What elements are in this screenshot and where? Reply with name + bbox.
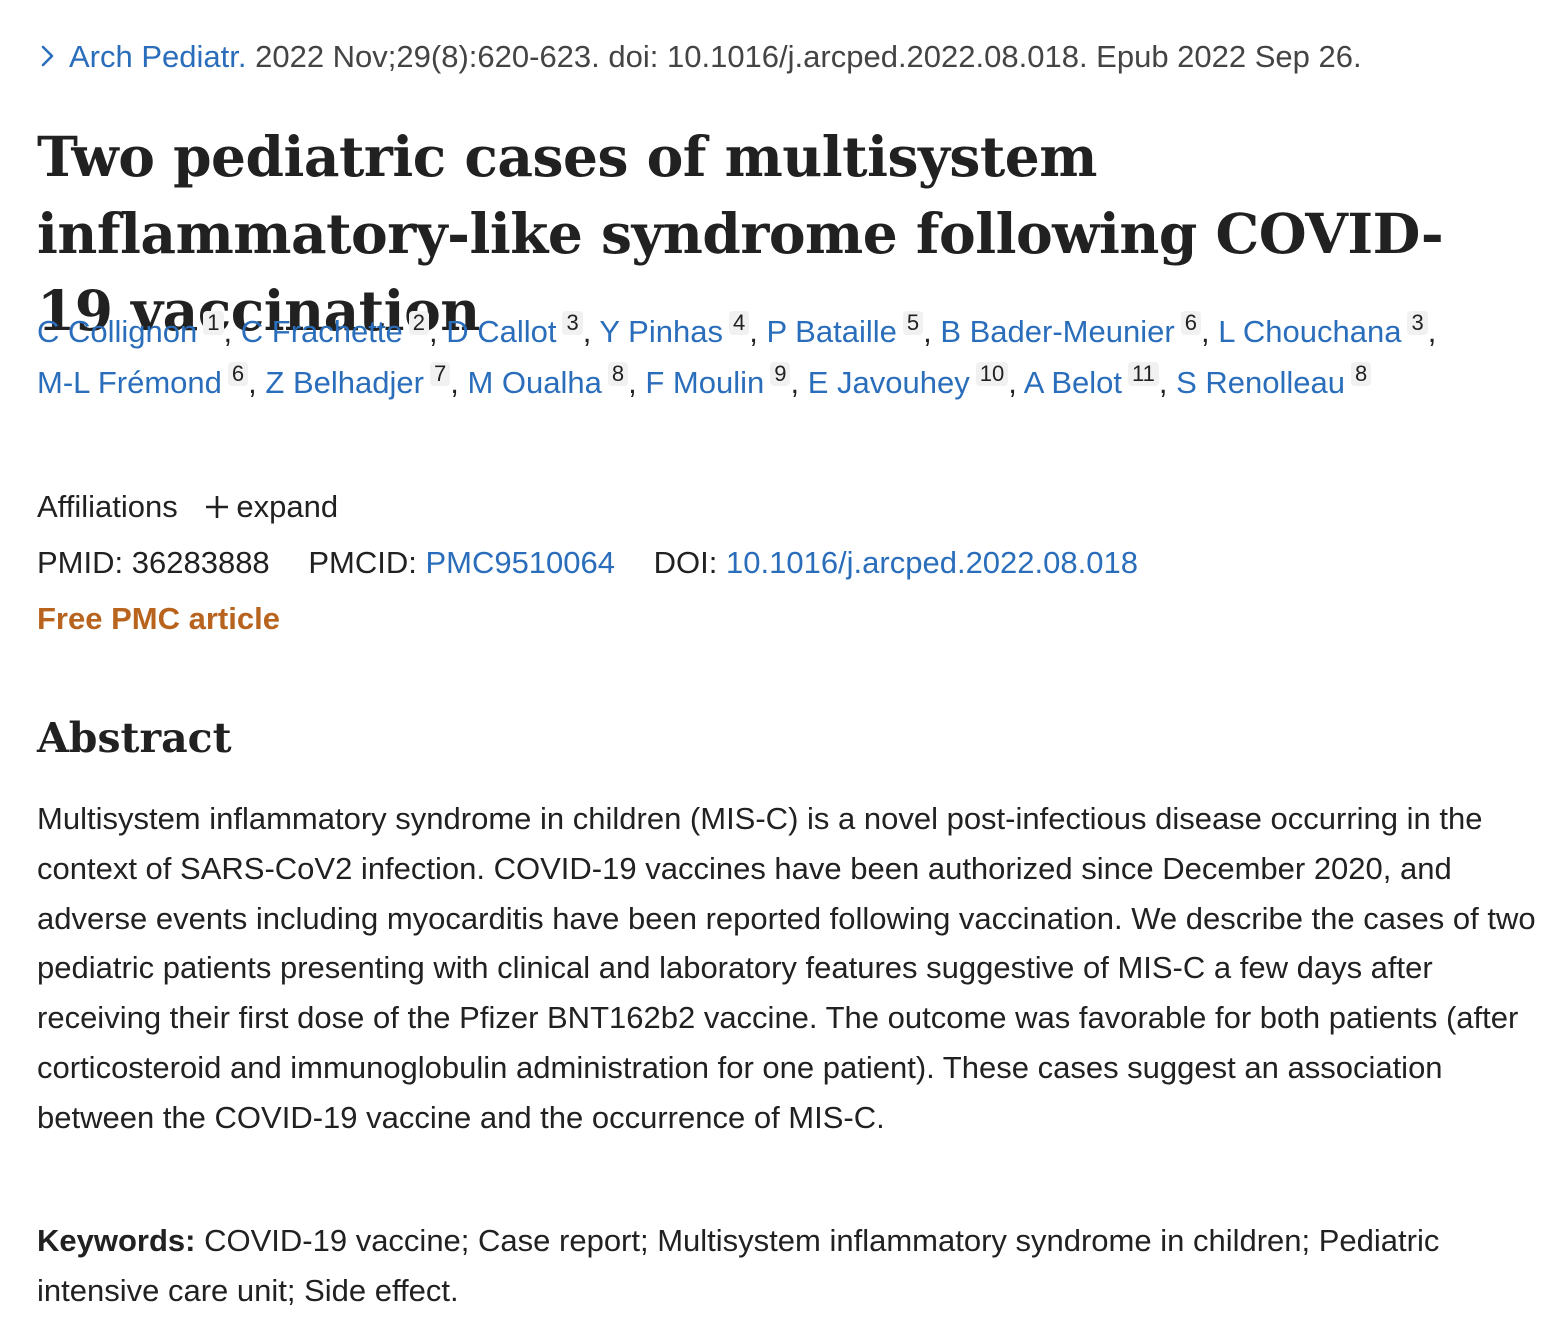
- affiliation-number-badge[interactable]: 1: [203, 311, 224, 335]
- author-item: B Bader-Meunier 6,: [940, 311, 1210, 350]
- author-item: P Bataille 5,: [766, 311, 932, 350]
- author-link[interactable]: M-L Frémond: [37, 365, 222, 400]
- author-separator: ,: [628, 365, 637, 400]
- author-separator: ,: [450, 365, 459, 400]
- journal-name[interactable]: Arch Pediatr.: [69, 39, 247, 74]
- author-separator: ,: [428, 314, 438, 349]
- citation-details: 2022 Nov;29(8):620-623. doi: 10.1016/j.a…: [246, 39, 1362, 74]
- author-link[interactable]: L Chouchana: [1218, 314, 1402, 349]
- affiliation-number-badge[interactable]: 6: [1180, 311, 1201, 335]
- author-item: M-L Frémond 6,: [37, 362, 257, 401]
- author-separator: ,: [1200, 314, 1210, 349]
- author-item: C Collignon 1,: [37, 311, 233, 350]
- pmcid-link[interactable]: PMC9510064: [425, 545, 616, 580]
- citation-line: Arch Pediatr. 2022 Nov;29(8):620-623. do…: [37, 36, 1362, 78]
- author-link[interactable]: P Bataille: [766, 314, 897, 349]
- abstract-heading: Abstract: [37, 714, 232, 762]
- chevron-right-icon: [41, 45, 54, 67]
- affiliation-number-badge[interactable]: 3: [1407, 311, 1428, 335]
- author-item: E Javouhey 10,: [807, 362, 1017, 401]
- author-link[interactable]: M Oualha: [467, 365, 602, 400]
- affiliations-expand-button[interactable]: expand: [186, 489, 338, 524]
- pmcid-label: PMCID:: [308, 545, 417, 580]
- author-item: M Oualha 8,: [467, 362, 637, 401]
- affiliations-row: Affiliations expand: [37, 486, 338, 528]
- author-separator: ,: [749, 314, 758, 349]
- pmid-label: PMID:: [37, 545, 124, 580]
- author-link[interactable]: D Callot: [446, 314, 557, 349]
- author-item: A Belot 11,: [1023, 362, 1168, 401]
- identifiers-row: PMID: 36283888 PMCID: PMC9510064 DOI: 10…: [37, 542, 1138, 584]
- author-item: D Callot 3,: [446, 311, 592, 350]
- free-pmc-article-badge: Free PMC article: [37, 601, 280, 636]
- author-separator: ,: [1158, 365, 1168, 400]
- author-item: Y Pinhas 4,: [599, 311, 758, 350]
- author-item: C Frachette 2,: [240, 311, 438, 350]
- affiliation-number-badge[interactable]: 6: [227, 362, 249, 386]
- author-separator: ,: [223, 314, 233, 349]
- author-link[interactable]: A Belot: [1023, 365, 1122, 400]
- abstract-text: Multisystem inflammatory syndrome in chi…: [37, 801, 1536, 1135]
- affiliation-number-badge[interactable]: 7: [429, 362, 451, 386]
- keywords: Keywords: COVID-19 vaccine; Case report;…: [37, 1216, 1487, 1316]
- authors-list: C Collignon 1, C Frachette 2, D Callot 3, Y…: [37, 306, 1517, 408]
- author-link[interactable]: E Javouhey: [807, 365, 970, 400]
- author-link[interactable]: S Renolleau: [1176, 365, 1345, 400]
- doi-label: DOI:: [653, 545, 718, 580]
- affiliation-number-badge[interactable]: 2: [408, 311, 429, 335]
- affiliation-number-badge[interactable]: 8: [1350, 362, 1372, 386]
- pmid-value: 36283888: [131, 545, 270, 580]
- affiliation-number-badge[interactable]: 10: [975, 362, 1009, 386]
- affiliation-number-badge[interactable]: 8: [607, 362, 629, 386]
- author-separator: ,: [790, 365, 800, 400]
- affiliations-label: Affiliations: [37, 489, 178, 524]
- author-item: Z Belhadjer 7,: [265, 362, 459, 401]
- author-link[interactable]: Y Pinhas: [599, 314, 723, 349]
- author-link[interactable]: F Moulin: [645, 365, 765, 400]
- affiliation-number-badge[interactable]: 9: [770, 362, 791, 386]
- author-link[interactable]: Z Belhadjer: [265, 365, 424, 400]
- author-separator: ,: [582, 314, 592, 349]
- author-item: S Renolleau 8: [1176, 362, 1372, 400]
- keywords-label: Keywords:: [37, 1223, 196, 1258]
- author-separator: ,: [1427, 314, 1437, 349]
- author-link[interactable]: C Frachette: [240, 314, 403, 349]
- author-link[interactable]: B Bader-Meunier: [940, 314, 1175, 349]
- affiliation-number-badge[interactable]: 11: [1127, 362, 1159, 386]
- keywords-text: COVID-19 vaccine; Case report; Multisyst…: [37, 1223, 1440, 1308]
- author-item: L Chouchana 3,: [1218, 311, 1437, 350]
- affiliation-number-badge[interactable]: 4: [728, 311, 750, 335]
- doi-link[interactable]: 10.1016/j.arcped.2022.08.018: [726, 545, 1138, 580]
- author-item: F Moulin 9,: [645, 362, 800, 401]
- author-separator: ,: [923, 314, 932, 349]
- plus-icon: [206, 496, 229, 518]
- author-separator: ,: [248, 365, 257, 400]
- author-separator: ,: [1008, 365, 1017, 400]
- affiliation-number-badge[interactable]: 5: [902, 311, 924, 335]
- author-link[interactable]: C Collignon: [37, 314, 198, 349]
- journal-link[interactable]: Arch Pediatr.: [37, 39, 246, 74]
- affiliation-number-badge[interactable]: 3: [562, 311, 583, 335]
- article-title: Two pediatric cases of multisystem infla…: [37, 124, 1444, 343]
- expand-label[interactable]: expand: [236, 489, 339, 524]
